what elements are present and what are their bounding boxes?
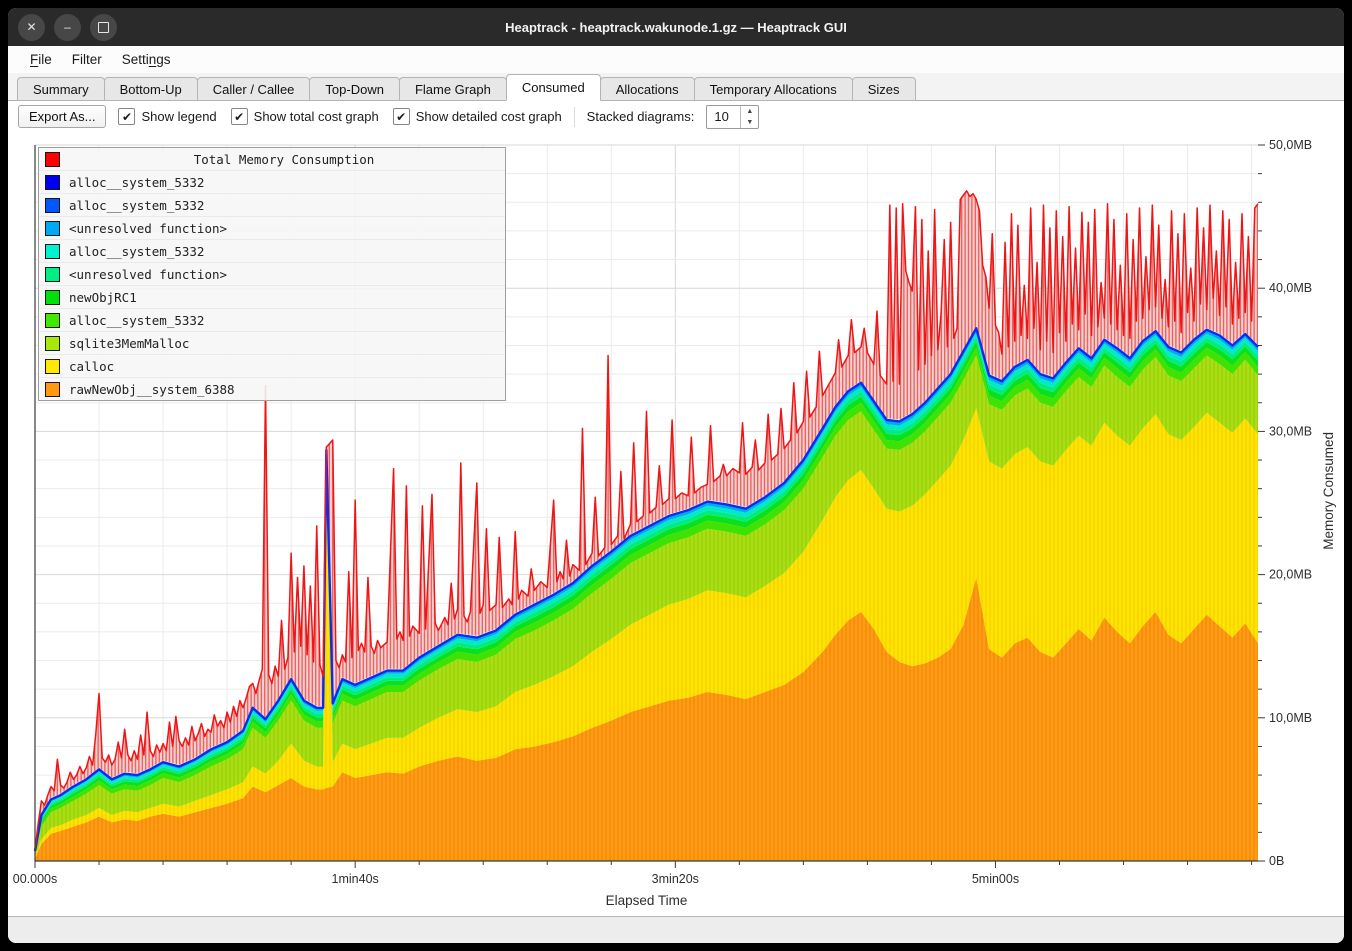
checkbox-show-legend[interactable]: ✔ Show legend — [118, 108, 217, 125]
stacked-areas — [35, 328, 1258, 861]
svg-text:0B: 0B — [1269, 854, 1284, 868]
chart-legend: Total Memory Consumption alloc__system_53… — [38, 147, 506, 401]
minimize-icon: – — [64, 20, 71, 34]
legend-row: newObjRC1 — [39, 286, 505, 309]
legend-swatch-icon — [45, 335, 60, 351]
memory-consumption-chart[interactable]: 00.000s 1min40s 3min20s 5min00s 0B 10,0MB 20,0… — [8, 132, 1344, 922]
legend-row: alloc__system_5332 — [39, 240, 505, 263]
legend-label: newObjRC1 — [69, 289, 137, 305]
legend-label: calloc — [69, 358, 115, 374]
stacked-diagrams-label: Stacked diagrams: — [586, 109, 695, 124]
tab-temporary-allocations[interactable]: Temporary Allocations — [693, 77, 853, 101]
legend-label: rawNewObj__system_6388 — [69, 381, 235, 397]
checkbox-show-total-cost-graph[interactable]: ✔ Show total cost graph — [230, 108, 379, 125]
spinbox-arrows: ▲ ▼ — [740, 105, 758, 128]
consumed-top-line — [33, 327, 1259, 852]
tab-consumed[interactable]: Consumed — [505, 74, 601, 101]
svg-text:5min00s: 5min00s — [972, 872, 1019, 886]
tab-caller-callee[interactable]: Caller / Callee — [196, 77, 311, 101]
legend-swatch-icon — [45, 266, 60, 282]
legend-swatch-icon — [45, 381, 60, 397]
tab-sizes[interactable]: Sizes — [851, 77, 916, 101]
close-icon: ✕ — [26, 20, 37, 34]
legend-row: <unresolved function> — [39, 217, 505, 240]
legend-row: sqlite3MemMalloc — [39, 332, 505, 355]
legend-row: alloc__system_5332 — [39, 171, 505, 194]
toolbar: Export As... ✔ Show legend ✔ Show total cos… — [8, 101, 1344, 132]
window-controls: ✕ – — [18, 13, 117, 41]
svg-text:10,0MB: 10,0MB — [1269, 711, 1312, 725]
axes: 00.000s 1min40s 3min20s 5min00s 0B 10,0MB 20,0… — [13, 138, 1312, 886]
legend-row: Total Memory Consumption — [39, 148, 505, 171]
window-title: Heaptrack - heaptrack.wakunode.1.gz — He… — [505, 19, 847, 35]
svg-text:20,0MB: 20,0MB — [1269, 568, 1312, 582]
tab-flame-graph[interactable]: Flame Graph — [398, 77, 507, 101]
spin-up-icon[interactable]: ▲ — [746, 107, 754, 115]
spin-down-icon[interactable]: ▼ — [746, 118, 754, 126]
legend-label: alloc__system_5332 — [69, 197, 205, 213]
tab-allocations[interactable]: Allocations — [599, 77, 695, 101]
tab-summary[interactable]: Summary — [17, 77, 105, 101]
legend-row: alloc__system_5332 — [39, 194, 505, 217]
legend-row: calloc — [39, 355, 505, 378]
checkbox-label: Show detailed cost graph — [415, 109, 562, 124]
menu-file[interactable]: File — [30, 52, 52, 67]
legend-row: alloc__system_5332 — [39, 309, 505, 332]
statusbar — [8, 916, 1344, 943]
legend-swatch-icon — [45, 151, 60, 167]
svg-text:40,0MB: 40,0MB — [1269, 281, 1312, 295]
total-consumption-area — [35, 190, 1258, 850]
svg-text:50,0MB: 50,0MB — [1269, 138, 1312, 152]
checkbox-label: Show legend — [141, 109, 217, 124]
checkbox-show-detailed-cost-graph[interactable]: ✔ Show detailed cost graph — [392, 108, 562, 125]
menu-settings[interactable]: Settings — [121, 52, 171, 67]
legend-swatch-icon — [45, 358, 60, 374]
svg-text:3min20s: 3min20s — [652, 872, 699, 886]
svg-text:30,0MB: 30,0MB — [1269, 424, 1312, 438]
toolbar-checkboxes: ✔ Show legend ✔ Show total cost graph ✔ Show … — [118, 108, 562, 125]
spinbox-value[interactable]: 10 — [714, 109, 729, 124]
checkbox-icon[interactable]: ✔ — [118, 108, 136, 125]
tabbar: Summary Bottom-Up Caller / Callee Top-Down F… — [8, 73, 1344, 101]
svg-text:00.000s: 00.000s — [13, 872, 57, 886]
legend-label: Total Memory Consumption — [193, 151, 375, 167]
minimize-button[interactable]: – — [54, 13, 81, 41]
checkbox-icon[interactable]: ✔ — [230, 108, 248, 125]
y-axis-title: Memory Consumed — [1321, 432, 1336, 550]
close-button[interactable]: ✕ — [18, 13, 45, 41]
total-consumption-line — [34, 190, 1259, 850]
x-axis-title: Elapsed Time — [605, 893, 688, 908]
svg-text:1min40s: 1min40s — [332, 872, 379, 886]
checkbox-label: Show total cost graph — [253, 109, 379, 124]
checkbox-icon[interactable]: ✔ — [392, 108, 410, 125]
legend-swatch-icon — [45, 174, 60, 190]
maximize-button[interactable] — [90, 13, 117, 41]
stacked-diagrams-spinbox[interactable]: 10 ▲ ▼ — [706, 104, 760, 129]
menu-filter[interactable]: Filter — [71, 52, 102, 67]
menubar: File Filter Settings — [8, 46, 1344, 73]
legend-swatch-icon — [45, 197, 60, 213]
legend-label: <unresolved function> — [69, 266, 228, 282]
maximize-icon — [98, 21, 109, 33]
export-as-button[interactable]: Export As... — [18, 105, 107, 128]
legend-label: alloc__system_5332 — [69, 243, 205, 259]
legend-label: <unresolved function> — [69, 220, 228, 236]
legend-swatch-icon — [45, 312, 60, 328]
legend-swatch-icon — [45, 220, 60, 236]
window-frame: ✕ – Heaptrack - heaptrack.wakunode.1.gz … — [8, 8, 1344, 943]
legend-label: alloc__system_5332 — [69, 312, 205, 328]
chart-area: 00.000s 1min40s 3min20s 5min00s 0B 10,0MB 20,0… — [8, 132, 1344, 916]
legend-label: alloc__system_5332 — [69, 174, 205, 190]
tab-top-down[interactable]: Top-Down — [309, 77, 400, 101]
legend-label: sqlite3MemMalloc — [69, 335, 190, 351]
tab-bottom-up[interactable]: Bottom-Up — [103, 77, 198, 101]
legend-row: <unresolved function> — [39, 263, 505, 286]
titlebar[interactable]: ✕ – Heaptrack - heaptrack.wakunode.1.gz … — [8, 8, 1344, 46]
legend-swatch-icon — [45, 243, 60, 259]
toolbar-separator — [573, 106, 575, 127]
legend-row: rawNewObj__system_6388 — [39, 378, 505, 400]
legend-swatch-icon — [45, 289, 60, 305]
